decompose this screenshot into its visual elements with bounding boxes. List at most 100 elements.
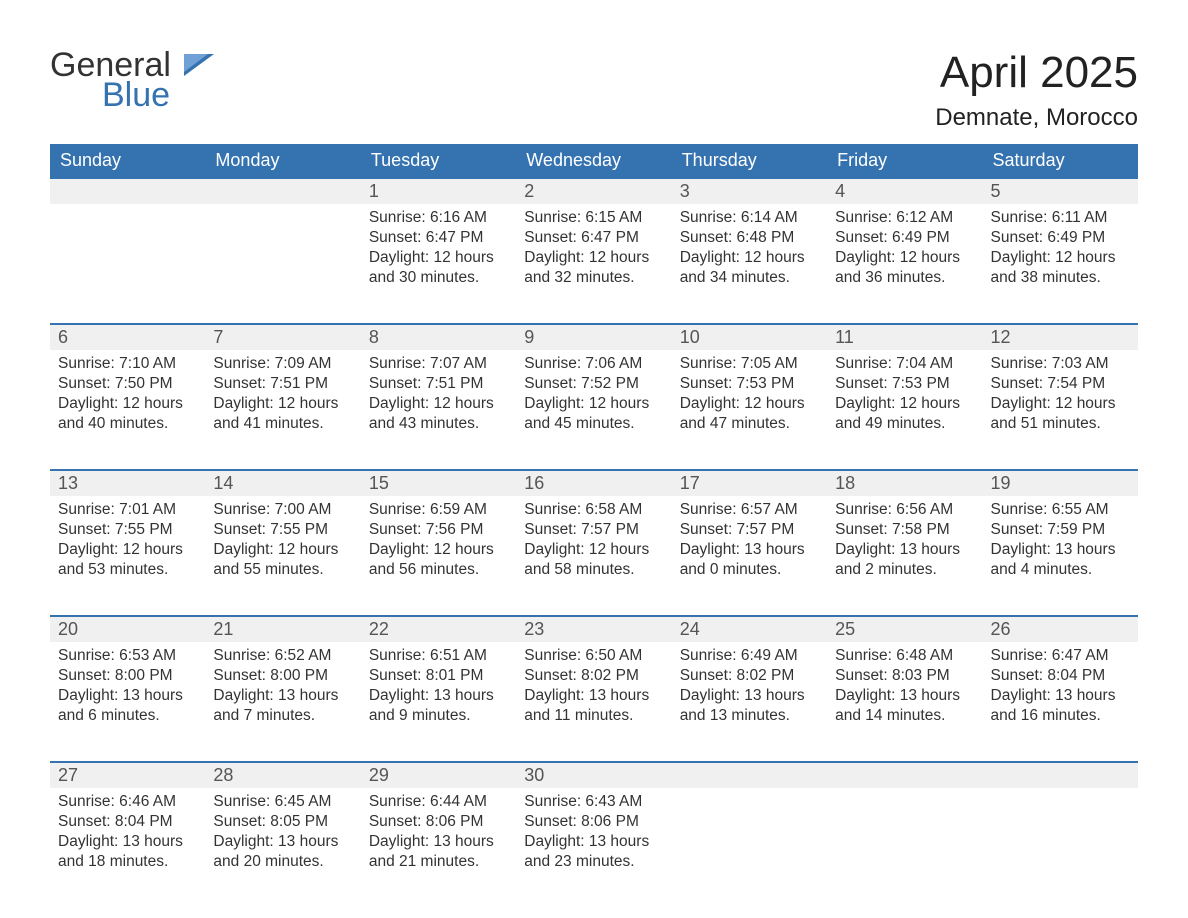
calendar-cell: 3Sunrise: 6:14 AMSunset: 6:48 PMDaylight…	[672, 177, 827, 305]
daylight-line: Daylight: 13 hours and 2 minutes.	[835, 540, 974, 580]
daylight-line: Daylight: 13 hours and 16 minutes.	[991, 686, 1130, 726]
calendar-cell: .	[827, 761, 982, 889]
daylight-line: Daylight: 13 hours and 9 minutes.	[369, 686, 508, 726]
sunset-line: Sunset: 7:51 PM	[369, 374, 508, 394]
day-data: Sunrise: 7:01 AMSunset: 7:55 PMDaylight:…	[50, 496, 205, 591]
logo-text: General Blue	[50, 48, 214, 113]
row-spacer	[50, 305, 1138, 323]
day-number: 22	[361, 617, 516, 642]
daylight-line: Daylight: 13 hours and 14 minutes.	[835, 686, 974, 726]
sunset-line: Sunset: 7:56 PM	[369, 520, 508, 540]
sunrise-line: Sunrise: 6:59 AM	[369, 500, 508, 520]
calendar-cell: 24Sunrise: 6:49 AMSunset: 8:02 PMDayligh…	[672, 615, 827, 743]
day-number: 19	[983, 471, 1138, 496]
daylight-line: Daylight: 13 hours and 4 minutes.	[991, 540, 1130, 580]
sunset-line: Sunset: 7:57 PM	[524, 520, 663, 540]
sunrise-line: Sunrise: 7:05 AM	[680, 354, 819, 374]
day-data: Sunrise: 6:59 AMSunset: 7:56 PMDaylight:…	[361, 496, 516, 591]
calendar-cell: 2Sunrise: 6:15 AMSunset: 6:47 PMDaylight…	[516, 177, 671, 305]
sunrise-line: Sunrise: 7:10 AM	[58, 354, 197, 374]
sunrise-line: Sunrise: 6:55 AM	[991, 500, 1130, 520]
sunrise-line: Sunrise: 7:01 AM	[58, 500, 197, 520]
sunrise-line: Sunrise: 6:46 AM	[58, 792, 197, 812]
calendar-week: 13Sunrise: 7:01 AMSunset: 7:55 PMDayligh…	[50, 469, 1138, 597]
calendar-cell: 18Sunrise: 6:56 AMSunset: 7:58 PMDayligh…	[827, 469, 982, 597]
day-header: Thursday	[672, 144, 827, 177]
daylight-line: Daylight: 12 hours and 45 minutes.	[524, 394, 663, 434]
daylight-line: Daylight: 12 hours and 43 minutes.	[369, 394, 508, 434]
sunset-line: Sunset: 6:49 PM	[991, 228, 1130, 248]
day-number: 17	[672, 471, 827, 496]
sunset-line: Sunset: 7:51 PM	[213, 374, 352, 394]
sunrise-line: Sunrise: 6:14 AM	[680, 208, 819, 228]
day-number: 11	[827, 325, 982, 350]
day-number: 26	[983, 617, 1138, 642]
row-spacer	[50, 743, 1138, 761]
day-number: .	[983, 763, 1138, 788]
day-header: Friday	[827, 144, 982, 177]
day-number: 1	[361, 179, 516, 204]
daylight-line: Daylight: 12 hours and 47 minutes.	[680, 394, 819, 434]
header: General Blue April 2025 Demnate, Morocco	[50, 48, 1138, 132]
location: Demnate, Morocco	[935, 104, 1138, 132]
calendar-cell: 27Sunrise: 6:46 AMSunset: 8:04 PMDayligh…	[50, 761, 205, 889]
day-data: Sunrise: 6:45 AMSunset: 8:05 PMDaylight:…	[205, 788, 360, 883]
day-data: Sunrise: 6:11 AMSunset: 6:49 PMDaylight:…	[983, 204, 1138, 299]
day-data: Sunrise: 6:49 AMSunset: 8:02 PMDaylight:…	[672, 642, 827, 737]
sunset-line: Sunset: 8:06 PM	[524, 812, 663, 832]
sunrise-line: Sunrise: 6:44 AM	[369, 792, 508, 812]
sunset-line: Sunset: 7:59 PM	[991, 520, 1130, 540]
sunset-line: Sunset: 8:04 PM	[58, 812, 197, 832]
calendar-cell: 17Sunrise: 6:57 AMSunset: 7:57 PMDayligh…	[672, 469, 827, 597]
daylight-line: Daylight: 12 hours and 53 minutes.	[58, 540, 197, 580]
day-data: Sunrise: 7:09 AMSunset: 7:51 PMDaylight:…	[205, 350, 360, 445]
day-number: 25	[827, 617, 982, 642]
day-number: 29	[361, 763, 516, 788]
sunset-line: Sunset: 6:49 PM	[835, 228, 974, 248]
daylight-line: Daylight: 13 hours and 18 minutes.	[58, 832, 197, 872]
calendar-cell: 7Sunrise: 7:09 AMSunset: 7:51 PMDaylight…	[205, 323, 360, 451]
sunset-line: Sunset: 8:05 PM	[213, 812, 352, 832]
day-data: Sunrise: 6:51 AMSunset: 8:01 PMDaylight:…	[361, 642, 516, 737]
sunset-line: Sunset: 7:58 PM	[835, 520, 974, 540]
calendar-cell: 19 Sunrise: 6:55 AMSunset: 7:59 PMDayligh…	[983, 469, 1138, 597]
day-data: Sunrise: 7:10 AMSunset: 7:50 PMDaylight:…	[50, 350, 205, 445]
daylight-line: Daylight: 12 hours and 36 minutes.	[835, 248, 974, 288]
daylight-line: Daylight: 12 hours and 34 minutes.	[680, 248, 819, 288]
day-number: 24	[672, 617, 827, 642]
sunset-line: Sunset: 7:53 PM	[680, 374, 819, 394]
daylight-line: Daylight: 12 hours and 51 minutes.	[991, 394, 1130, 434]
day-number: .	[672, 763, 827, 788]
sunset-line: Sunset: 8:00 PM	[213, 666, 352, 686]
calendar-cell: .	[983, 761, 1138, 889]
sunrise-line: Sunrise: 7:04 AM	[835, 354, 974, 374]
day-number: 13	[50, 471, 205, 496]
day-number: 8	[361, 325, 516, 350]
daylight-line: Daylight: 12 hours and 38 minutes.	[991, 248, 1130, 288]
day-data: Sunrise: 6:43 AMSunset: 8:06 PMDaylight:…	[516, 788, 671, 883]
day-data: Sunrise: 6:52 AMSunset: 8:00 PMDaylight:…	[205, 642, 360, 737]
sunset-line: Sunset: 8:06 PM	[369, 812, 508, 832]
sunrise-line: Sunrise: 6:49 AM	[680, 646, 819, 666]
calendar-cell: .	[672, 761, 827, 889]
day-number: 7	[205, 325, 360, 350]
logo-flag-icon	[184, 46, 214, 84]
day-data	[205, 204, 360, 218]
day-data: Sunrise: 7:07 AMSunset: 7:51 PMDaylight:…	[361, 350, 516, 445]
day-number: 6	[50, 325, 205, 350]
sunrise-line: Sunrise: 6:56 AM	[835, 500, 974, 520]
row-spacer	[50, 451, 1138, 469]
sunrise-line: Sunrise: 6:16 AM	[369, 208, 508, 228]
day-number: 28	[205, 763, 360, 788]
day-data: Sunrise: 6:58 AMSunset: 7:57 PMDaylight:…	[516, 496, 671, 591]
calendar-cell: 25Sunrise: 6:48 AMSunset: 8:03 PMDayligh…	[827, 615, 982, 743]
sunrise-line: Sunrise: 6:51 AM	[369, 646, 508, 666]
calendar-cell: 16Sunrise: 6:58 AMSunset: 7:57 PMDayligh…	[516, 469, 671, 597]
sunrise-line: Sunrise: 6:53 AM	[58, 646, 197, 666]
daylight-line: Daylight: 13 hours and 6 minutes.	[58, 686, 197, 726]
daylight-line: Daylight: 12 hours and 30 minutes.	[369, 248, 508, 288]
calendar-week: ..1Sunrise: 6:16 AMSunset: 6:47 PMDaylig…	[50, 177, 1138, 305]
sunset-line: Sunset: 7:55 PM	[213, 520, 352, 540]
daylight-line: Daylight: 12 hours and 55 minutes.	[213, 540, 352, 580]
calendar-cell: 1Sunrise: 6:16 AMSunset: 6:47 PMDaylight…	[361, 177, 516, 305]
